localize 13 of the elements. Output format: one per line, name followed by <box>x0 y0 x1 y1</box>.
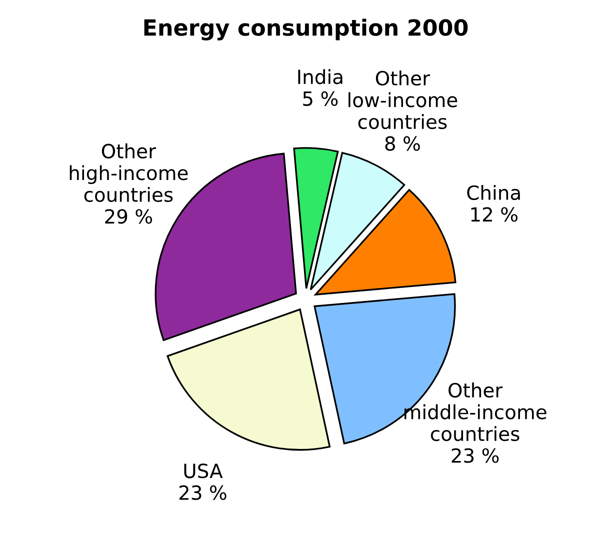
data-label: 29 % <box>105 209 152 224</box>
data-label: 8 % <box>385 136 420 151</box>
data-label: 23 % <box>179 485 226 500</box>
slice-label: USA <box>184 464 223 478</box>
slice-label: Other middle-income countries <box>404 382 546 442</box>
slice-label: Other high-income countries <box>70 143 188 202</box>
data-label: 23 % <box>452 448 499 463</box>
slice-label: India <box>298 69 342 84</box>
slice-label: China <box>467 184 520 200</box>
data-label: 5 % <box>303 91 338 106</box>
data-label: 12 % <box>471 207 518 222</box>
slice-label: Other low-income countries <box>348 70 458 130</box>
chart-title: Energy consumption 2000 <box>144 18 468 40</box>
